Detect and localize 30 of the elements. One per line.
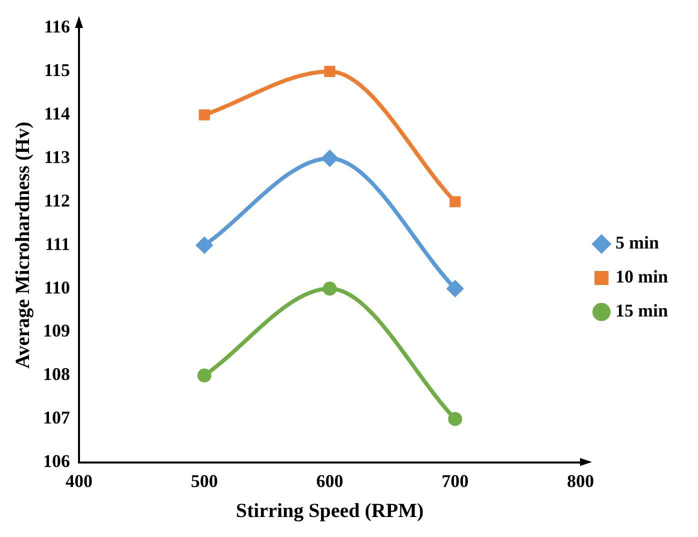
point <box>448 412 462 426</box>
point <box>197 368 212 383</box>
y-tick-label: 110 <box>44 277 70 298</box>
y-tick-label: 113 <box>44 146 70 167</box>
x-tick-label: 500 <box>190 470 218 491</box>
point <box>198 109 210 120</box>
y-tick-label: 111 <box>44 234 70 254</box>
point <box>450 196 461 208</box>
point <box>324 66 336 77</box>
point <box>322 282 337 296</box>
point <box>322 150 338 166</box>
point <box>196 237 212 254</box>
point <box>447 280 464 297</box>
legend-label: 15 min <box>615 300 668 321</box>
y-tick-label: 109 <box>43 320 70 341</box>
legend-label: 5 min <box>615 232 660 253</box>
y-tick-label: 108 <box>43 364 70 384</box>
x-tick-label: 800 <box>566 470 594 491</box>
y-tick-label: 116 <box>44 16 70 37</box>
x-tick-label: 700 <box>442 470 469 491</box>
y-tick-label: 114 <box>44 104 70 124</box>
y-axis-title: Average Microhardness (Hv) <box>12 122 34 369</box>
x-axis-title: Stirring Speed (RPM) <box>236 500 424 522</box>
y-tick-label: 106 <box>43 451 70 472</box>
x-tick-label: 600 <box>316 470 344 491</box>
legend-label: 10 min <box>615 266 668 287</box>
x-tick-label: 400 <box>66 470 92 491</box>
y-tick-label: 115 <box>44 60 70 80</box>
y-tick-label: 107 <box>43 408 70 428</box>
y-tick-label: 112 <box>44 190 70 210</box>
